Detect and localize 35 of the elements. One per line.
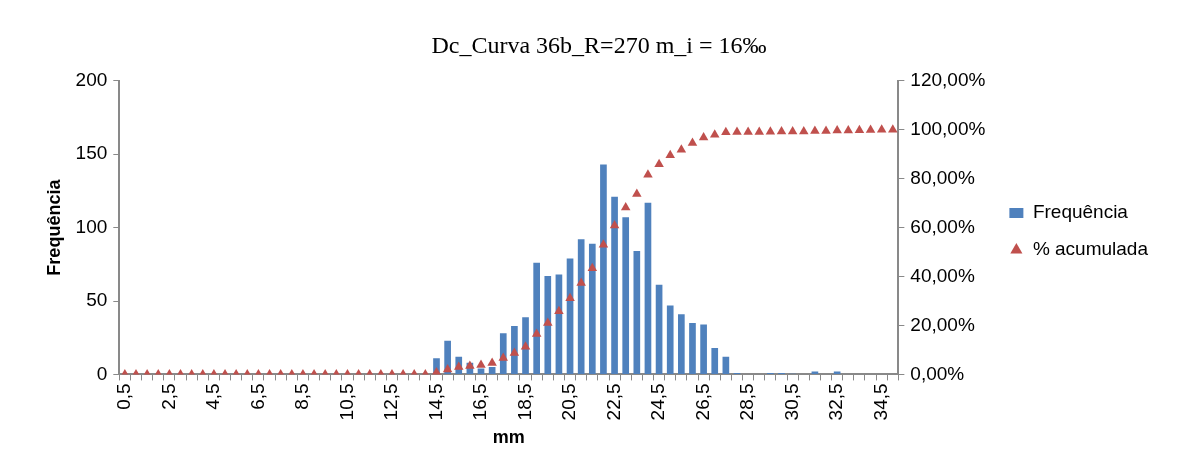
x-tick-label: 24,5 — [647, 383, 669, 421]
x-tick-label: 10,5 — [335, 383, 357, 421]
x-tick-label: 6,5 — [246, 383, 268, 410]
y2-tick-label: 0,00% — [910, 362, 965, 384]
x-tick-label: 0,5 — [113, 383, 135, 410]
x-tick-label: 18,5 — [513, 383, 535, 421]
legend-label: Frequência — [1032, 201, 1129, 223]
chart-title: Dc_Curva 36b_R=270 m_i = 16‰ — [431, 31, 767, 58]
y-tick-label: 150 — [75, 142, 108, 164]
y2-tick-label: 80,00% — [910, 166, 975, 188]
y2-tick-label: 120,00% — [910, 69, 986, 91]
x-tick-label: 8,5 — [291, 383, 313, 410]
x-tick-label: 14,5 — [424, 383, 446, 421]
legend-label: % acumulada — [1032, 238, 1149, 260]
y-tick-label: 100 — [75, 215, 108, 237]
y2-tick-label: 100,00% — [910, 117, 986, 139]
x-axis-title: mm — [492, 427, 525, 448]
x-tick-label: 28,5 — [736, 383, 758, 421]
x-tick-label: 34,5 — [869, 383, 891, 421]
x-tick-label: 12,5 — [380, 383, 402, 421]
x-tick-label: 16,5 — [469, 383, 491, 421]
x-tick-label: 4,5 — [202, 383, 224, 410]
x-tick-label: 2,5 — [157, 383, 179, 410]
y2-tick-label: 60,00% — [910, 215, 975, 237]
x-tick-label: 22,5 — [602, 383, 624, 421]
y-tick-label: 50 — [86, 289, 108, 311]
y-axis-title: Frequência — [43, 178, 64, 276]
y2-tick-label: 20,00% — [910, 313, 975, 335]
y-tick-label: 200 — [75, 69, 108, 91]
y-tick-label: 0 — [96, 362, 108, 384]
x-tick-label: 20,5 — [558, 383, 580, 421]
x-tick-label: 26,5 — [691, 383, 713, 421]
x-tick-label: 30,5 — [780, 383, 802, 421]
y2-tick-label: 40,00% — [910, 264, 975, 286]
x-tick-label: 32,5 — [825, 383, 847, 421]
